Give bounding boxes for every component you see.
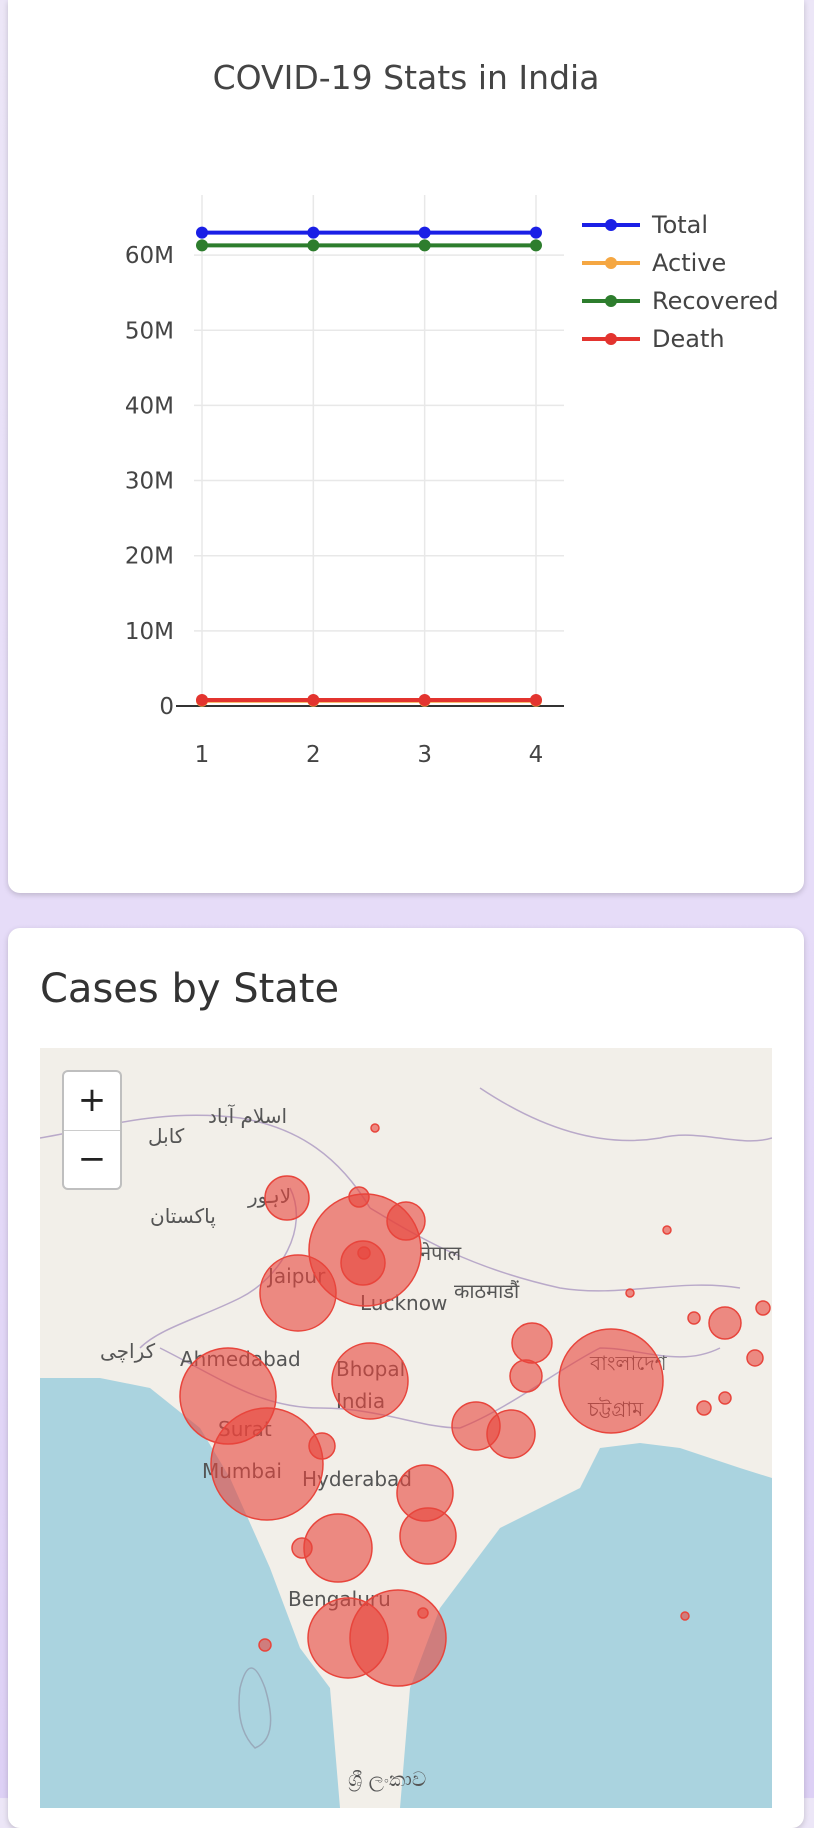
state-case-bubble[interactable] <box>687 1311 701 1325</box>
state-case-bubble[interactable] <box>509 1359 543 1393</box>
x-tick-label: 2 <box>306 742 321 768</box>
data-point-total <box>530 226 542 239</box>
state-case-bubble[interactable] <box>258 1638 272 1652</box>
data-point-total <box>196 226 208 239</box>
arabian-sea <box>40 1378 340 1808</box>
lakshadweep-outline <box>238 1667 272 1749</box>
y-tick-label: 60M <box>125 243 174 269</box>
map-card: Cases by State اسلام آبادکابللاہورپاکستا… <box>8 928 804 1828</box>
y-tick-label: 30M <box>125 469 174 495</box>
map-canvas[interactable]: اسلام آبادکابللاہورپاکستانکراچیJaipurLuc… <box>40 1048 772 1808</box>
india-map[interactable]: اسلام آبادکابللاہورپاکستانکراچیJaipurLuc… <box>40 1048 772 1808</box>
y-tick-label: 0 <box>159 694 174 720</box>
data-point-death <box>196 693 208 706</box>
zoom-control: + − <box>62 1070 122 1190</box>
data-point-recovered <box>418 239 431 252</box>
data-point-death <box>530 693 542 706</box>
state-case-bubble[interactable] <box>708 1306 742 1340</box>
legend-entry-active: Active <box>652 249 726 277</box>
data-point-recovered <box>307 239 320 252</box>
map-place-label: नेपाल <box>420 1241 462 1265</box>
section-title: Cases by State <box>40 966 340 1012</box>
data-point-total <box>307 226 320 239</box>
state-case-bubble[interactable] <box>558 1328 664 1434</box>
y-tick-label: 10M <box>125 619 174 645</box>
state-case-bubble[interactable] <box>264 1175 310 1221</box>
chart-card: COVID-19 Stats in India 0 10M 20M 30M 40M 50M… <box>8 0 804 893</box>
data-point-total <box>418 226 431 239</box>
map-place-label: کابل <box>148 1124 185 1148</box>
state-case-bubble[interactable] <box>291 1537 313 1559</box>
state-case-bubble[interactable] <box>486 1409 536 1459</box>
zoom-in-button[interactable]: + <box>64 1072 120 1131</box>
border-line <box>139 1187 298 1349</box>
sri-lanka-land <box>340 1738 400 1808</box>
state-case-bubble[interactable] <box>348 1186 370 1208</box>
chart-title: COVID-19 Stats in India <box>212 58 600 97</box>
state-case-bubble[interactable] <box>746 1349 764 1367</box>
state-case-bubble[interactable] <box>340 1240 386 1286</box>
line-chart: 0 10M 20M 30M 40M 50M 60M 1 2 3 4 Total Active Recove… <box>125 195 779 768</box>
map-place-label: کراچی <box>100 1339 156 1363</box>
legend-entry-recovered: Recovered <box>652 287 779 315</box>
y-tick-label: 40M <box>125 393 174 419</box>
x-tick-label: 3 <box>417 742 432 768</box>
state-case-bubble[interactable] <box>370 1123 380 1133</box>
state-case-bubble[interactable] <box>349 1589 447 1687</box>
state-case-bubble[interactable] <box>331 1342 409 1420</box>
map-place-label: پاکستان <box>150 1204 216 1229</box>
legend-swatch-marker <box>605 257 617 269</box>
legend-entry-total: Total <box>651 211 708 239</box>
state-case-bubble[interactable] <box>357 1246 371 1260</box>
border-line <box>479 1087 772 1142</box>
state-case-bubble[interactable] <box>308 1432 336 1460</box>
state-case-bubble[interactable] <box>662 1225 672 1235</box>
state-case-bubble[interactable] <box>511 1322 553 1364</box>
map-place-label: काठमाडौं <box>454 1279 520 1303</box>
x-tick-label: 1 <box>195 742 210 768</box>
state-case-bubble[interactable] <box>680 1611 690 1621</box>
y-tick-label: 20M <box>125 544 174 570</box>
data-point-death <box>307 693 320 706</box>
legend-entry-death: Death <box>652 325 725 353</box>
state-case-bubble[interactable] <box>399 1507 457 1565</box>
legend-swatch-marker <box>605 333 617 345</box>
state-case-bubble[interactable] <box>417 1607 429 1619</box>
state-case-bubble[interactable] <box>386 1201 426 1241</box>
state-case-bubble[interactable] <box>259 1254 337 1332</box>
state-case-bubble[interactable] <box>625 1288 635 1298</box>
state-case-bubble[interactable] <box>303 1513 373 1583</box>
legend-swatch-marker <box>605 219 617 231</box>
data-point-recovered <box>196 239 208 252</box>
data-point-recovered <box>530 239 542 252</box>
map-place-label: ශ්‍රී ලංකාව <box>348 1767 426 1792</box>
y-tick-label: 50M <box>125 318 174 344</box>
state-case-bubble[interactable] <box>718 1391 732 1405</box>
legend-swatch-marker <box>605 295 617 307</box>
map-place-label: اسلام آباد <box>208 1103 287 1128</box>
data-point-death <box>418 693 431 706</box>
x-tick-label: 4 <box>529 742 544 768</box>
state-case-bubble[interactable] <box>755 1300 771 1316</box>
state-case-bubble[interactable] <box>696 1400 712 1416</box>
zoom-out-button[interactable]: − <box>77 1139 107 1179</box>
state-case-bubble[interactable] <box>210 1407 324 1521</box>
bay-of-bengal <box>400 1443 772 1808</box>
